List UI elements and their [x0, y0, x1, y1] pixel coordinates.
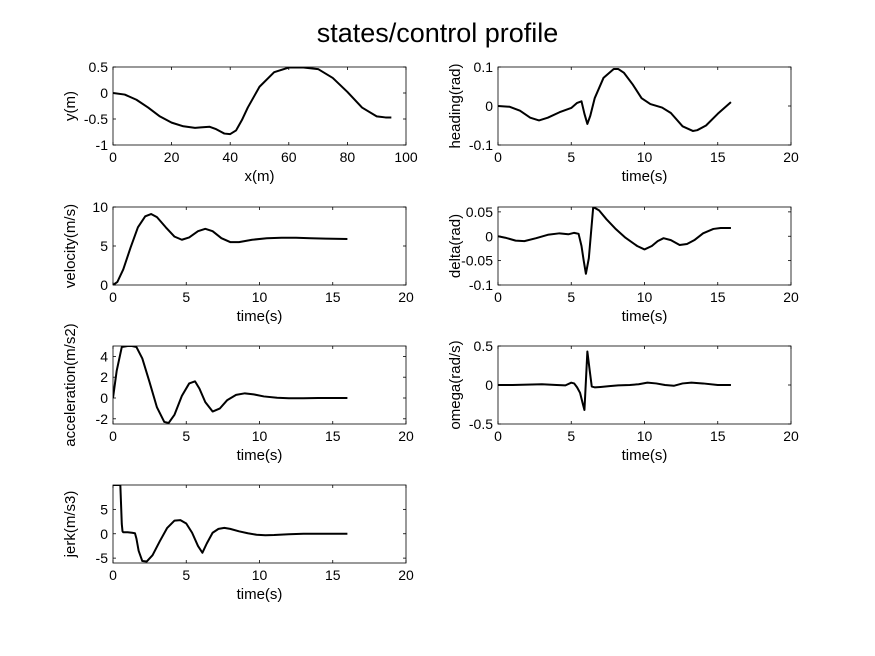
- y-axis-label: omega(rad/s): [447, 340, 464, 429]
- y-tick-label: 0: [485, 377, 493, 393]
- y-tick-label: 0: [485, 228, 493, 244]
- x-tick-label: 20: [398, 428, 414, 444]
- x-axis-label: time(s): [237, 447, 283, 464]
- x-tick-label: 10: [252, 567, 268, 583]
- y-axis-label: heading(rad): [447, 63, 464, 148]
- x-tick-label: 5: [182, 567, 190, 583]
- y-tick-label: 0.5: [474, 338, 494, 354]
- figure-title: states/control profile: [317, 18, 559, 48]
- y-axis-label: acceleration(m/s2): [62, 323, 79, 446]
- x-tick-label: 20: [164, 149, 180, 165]
- x-tick-label: 15: [710, 428, 726, 444]
- x-tick-label: 15: [710, 289, 726, 305]
- axes-box: [112, 484, 407, 564]
- series-line-1: [113, 213, 348, 285]
- series-line-1: [498, 350, 731, 411]
- x-tick-label: 10: [252, 428, 268, 444]
- x-tick-label: 0: [494, 149, 502, 165]
- x-tick-label: 15: [710, 149, 726, 165]
- subplot-1: 0 20 40 60 80 100 -1 -0.5 0 0.5 x(m) y(m): [62, 59, 418, 185]
- axes-box: [497, 206, 792, 286]
- y-tick-label: 4: [100, 348, 108, 364]
- y-tick-label: -0.5: [469, 416, 493, 432]
- y-tick-label: 5: [100, 238, 108, 254]
- x-tick-label: 60: [281, 149, 297, 165]
- axes-box: [112, 66, 407, 146]
- y-tick-label: -0.5: [84, 111, 108, 127]
- y-tick-label: 0: [485, 98, 493, 114]
- x-tick-label: 20: [398, 289, 414, 305]
- y-tick-label: 5: [100, 501, 108, 517]
- series-line-1: [498, 67, 732, 132]
- x-tick-label: 20: [398, 567, 414, 583]
- y-tick-label: 2: [100, 369, 108, 385]
- x-tick-label: 0: [109, 567, 117, 583]
- x-axis-label: time(s): [237, 308, 283, 325]
- x-tick-label: 15: [325, 289, 341, 305]
- x-tick-label: 10: [252, 289, 268, 305]
- series-line-1: [498, 207, 731, 275]
- x-tick-label: 0: [494, 428, 502, 444]
- x-tick-label: 5: [567, 289, 575, 305]
- y-tick-label: 0: [100, 277, 108, 293]
- x-tick-label: 40: [222, 149, 238, 165]
- x-tick-label: 20: [783, 289, 799, 305]
- x-axis-label: x(m): [245, 168, 275, 185]
- x-axis-label: time(s): [622, 308, 668, 325]
- y-axis-label: delta(rad): [447, 214, 464, 278]
- y-tick-label: -0.1: [469, 137, 493, 153]
- y-tick-label: -5: [96, 550, 109, 566]
- x-tick-label: 10: [637, 289, 653, 305]
- y-tick-label: -1: [96, 137, 109, 153]
- series-line-1: [113, 67, 392, 136]
- y-tick-label: 0: [100, 390, 108, 406]
- axes-box: [112, 345, 407, 425]
- x-tick-label: 20: [783, 149, 799, 165]
- y-tick-label: 0: [100, 526, 108, 542]
- x-tick-label: 15: [325, 428, 341, 444]
- x-tick-label: 15: [325, 567, 341, 583]
- axes-box: [112, 206, 407, 286]
- y-tick-label: -0.05: [461, 253, 493, 269]
- x-axis-label: time(s): [622, 447, 668, 464]
- subplot-4: 0 5 10 15 20 -0.1 -0.05 0 0.05 time(s) delta(rad): [447, 204, 799, 325]
- y-tick-label: -2: [96, 411, 109, 427]
- y-tick-label: -0.1: [469, 277, 493, 293]
- subplots: 0 20 40 60 80 100-1-0.500.5x(m)y(m)0 5 10 15 20-0…: [62, 59, 799, 603]
- x-tick-label: 0: [109, 149, 117, 165]
- x-tick-label: 80: [340, 149, 356, 165]
- x-tick-label: 5: [567, 428, 575, 444]
- x-tick-label: 10: [637, 149, 653, 165]
- y-tick-label: 0.5: [89, 59, 109, 75]
- y-tick-label: 0.05: [466, 204, 493, 220]
- x-tick-label: 10: [637, 428, 653, 444]
- y-axis-label: y(m): [62, 91, 79, 121]
- x-axis-label: time(s): [622, 168, 668, 185]
- x-axis-label: time(s): [237, 586, 283, 603]
- x-tick-label: 0: [109, 289, 117, 305]
- y-axis-label: velocity(m/s): [62, 204, 79, 288]
- x-tick-label: 5: [182, 428, 190, 444]
- series-line-1: [113, 485, 348, 563]
- y-tick-label: 0.1: [474, 59, 494, 75]
- y-axis-label: jerk(m/s3): [62, 491, 79, 559]
- series-line-1: [113, 346, 348, 424]
- x-tick-label: 0: [109, 428, 117, 444]
- x-tick-label: 5: [567, 149, 575, 165]
- y-tick-label: 0: [100, 85, 108, 101]
- subplot-3: 0 5 10 15 20 0 5 10 time(s) velocity(m/s): [62, 199, 414, 325]
- y-tick-label: 10: [92, 199, 108, 215]
- x-tick-label: 100: [394, 149, 418, 165]
- x-tick-label: 0: [494, 289, 502, 305]
- x-tick-label: 20: [783, 428, 799, 444]
- x-tick-label: 5: [182, 289, 190, 305]
